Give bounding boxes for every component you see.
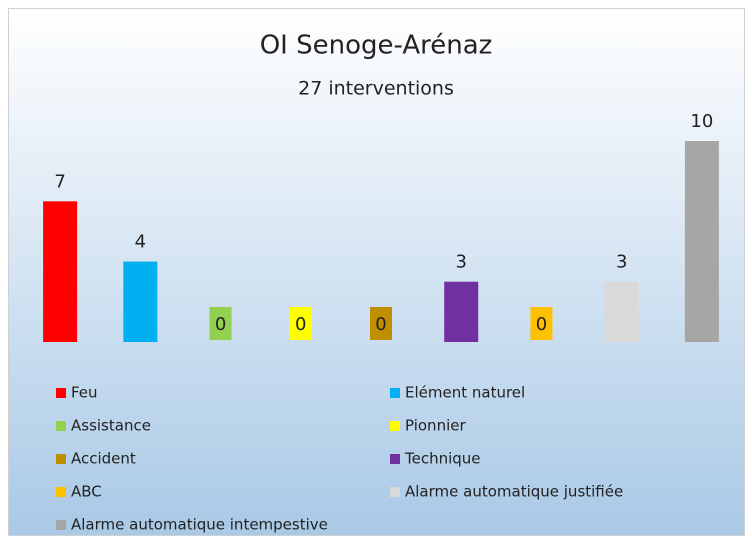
data-label: 10 [690, 111, 713, 132]
legend-swatch [56, 421, 66, 431]
legend-label: Elément naturel [405, 384, 525, 402]
legend-label: Technique [404, 450, 481, 468]
chart-subtitle: 27 interventions [298, 78, 454, 100]
legend-label: Feu [71, 384, 98, 402]
data-label-box [370, 307, 392, 340]
data-label-box [530, 307, 553, 340]
bar [43, 201, 78, 342]
legend-label: Alarme automatique justifiée [405, 483, 623, 501]
bar [444, 281, 479, 342]
legend-label: Assistance [71, 417, 151, 435]
legend-swatch [390, 388, 400, 398]
bar [604, 281, 639, 342]
legend-label: Alarme automatique intempestive [71, 516, 328, 534]
legend-swatch [56, 520, 66, 530]
bar [684, 141, 719, 342]
legend-swatch [56, 388, 66, 398]
data-label: 4 [135, 232, 146, 253]
legend-label: Accident [71, 450, 136, 468]
chart-title: OI Senoge-Arénaz [260, 31, 493, 61]
data-label: 0 [536, 314, 547, 335]
data-label-box [209, 307, 232, 340]
legend-swatch [390, 487, 400, 497]
data-label: 3 [455, 252, 466, 273]
data-label: 0 [295, 314, 306, 335]
legend-swatch [390, 421, 400, 431]
legend-swatch [390, 454, 400, 464]
data-label: 0 [375, 314, 386, 335]
data-label: 3 [616, 252, 627, 273]
legend-label: Pionnier [405, 417, 466, 435]
data-label-box [289, 307, 312, 340]
legend-swatch [56, 487, 66, 497]
bar [123, 261, 158, 342]
legend-swatch [56, 454, 66, 464]
data-label: 7 [54, 171, 65, 192]
data-label: 0 [215, 314, 226, 335]
legend-label: ABC [71, 483, 102, 501]
